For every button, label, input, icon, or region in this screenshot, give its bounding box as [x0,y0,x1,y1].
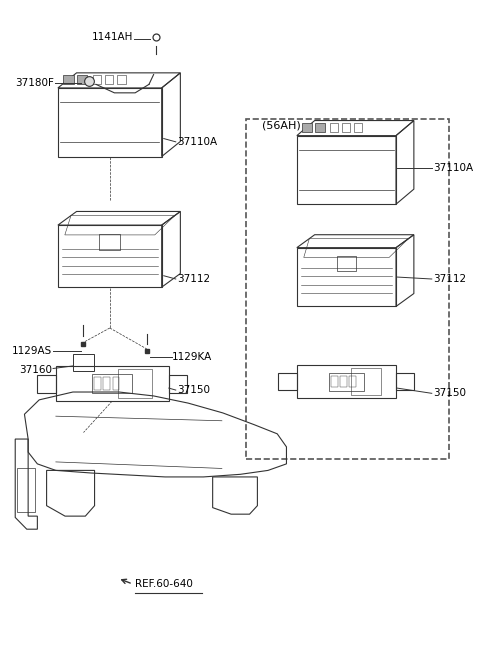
Bar [330,123,338,132]
Text: 37150: 37150 [177,385,210,395]
Bar [329,373,364,390]
Bar [278,373,297,390]
Bar [17,468,35,512]
Bar [73,354,94,371]
Bar [103,377,110,390]
Bar [336,256,356,271]
Bar [63,75,73,84]
Bar [168,375,187,392]
Text: 37150: 37150 [432,388,466,398]
Text: 37160: 37160 [19,365,52,375]
Text: 1141AH: 1141AH [92,32,133,43]
Bar [77,75,87,84]
Bar [315,123,325,132]
Text: 1129KA: 1129KA [172,352,212,362]
Bar [302,123,312,132]
Bar [354,123,362,132]
Bar [118,75,126,84]
Bar [37,375,56,392]
Bar [349,376,356,387]
Bar [99,234,120,250]
Bar [56,365,168,401]
Text: 1129AS: 1129AS [12,346,52,356]
Text: 37110A: 37110A [432,163,473,173]
Bar [58,225,162,287]
Bar [297,365,396,398]
Bar [118,369,152,398]
Bar [342,123,350,132]
Bar [297,136,396,204]
Text: (56AH): (56AH) [262,121,301,131]
Bar [340,376,347,387]
Text: 37112: 37112 [432,274,466,284]
Text: REF.60-640: REF.60-640 [135,579,193,589]
Text: 37180F: 37180F [15,78,54,88]
Bar [58,88,162,157]
Bar [94,377,101,390]
Text: 37112: 37112 [177,274,210,284]
Bar [105,75,113,84]
Bar [331,376,338,387]
Bar [396,373,414,390]
Bar [297,248,396,306]
Bar [112,377,120,390]
Bar [93,75,101,84]
Bar [351,369,381,395]
Bar [92,374,132,394]
Bar [246,119,449,459]
Text: 37110A: 37110A [177,137,217,147]
